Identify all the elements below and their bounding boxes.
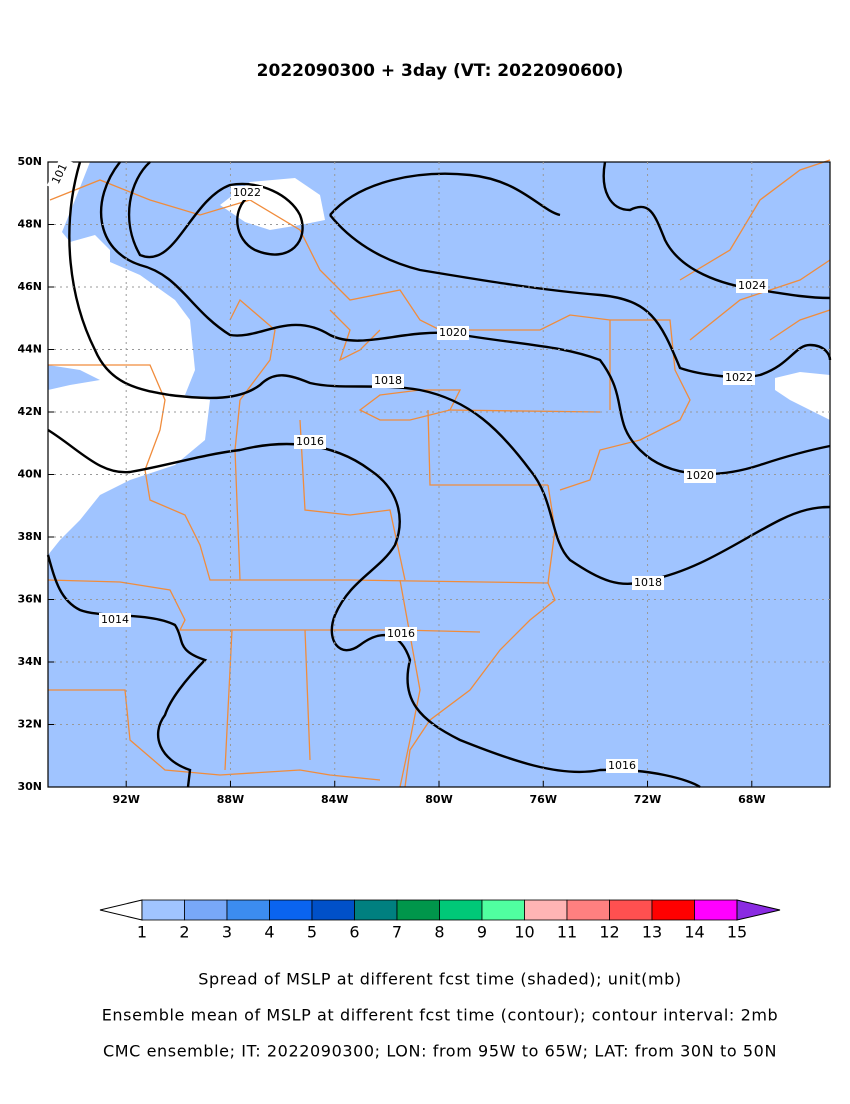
coast [404,582,556,788]
lat-label: 34N [17,655,42,668]
lat-label: 38N [17,530,42,543]
colorbar-box [481,899,525,921]
colorbar-label: 2 [179,923,189,942]
colorbar: 1 2 3 4 5 6 7 8 9 10 11 12 13 14 15 [99,899,781,942]
colorbar-box [396,899,440,921]
contour-label-bg [632,576,664,590]
title: 2022090300 + 3day (VT: 2022090600) [257,61,624,81]
contour-label: 1018 [634,576,662,589]
caption: Ensemble mean of MSLP at different fcst … [102,1006,779,1025]
lon-label: 84W [321,793,348,806]
coast [679,159,831,341]
lake [229,298,381,401]
colorbar-label: 9 [477,923,487,942]
contour-label-bg [385,627,417,641]
colorbar-box [566,899,610,921]
colorbar-label: 8 [434,923,444,942]
caption: CMC ensemble; IT: 2022090300; LON: from … [103,1042,777,1061]
contour-label: 1014 [101,613,129,626]
contour-label: 1016 [296,435,324,448]
contour-label-bg [684,469,716,483]
contour-line [329,172,561,217]
contour-label: 1022 [233,186,261,199]
colorbar-box [694,899,738,921]
colorbar-box [651,899,695,921]
spread-patch [48,365,100,390]
border-lakes [49,179,611,331]
colorbar-label: 7 [392,923,402,942]
contour-label-bg [231,186,263,200]
colorbar-over [736,899,781,921]
contour-label-bg [736,279,768,293]
lat-label: 30N [17,780,42,793]
contour-line [127,161,304,259]
colorbar-box [226,899,270,921]
lon-label: 92W [112,793,139,806]
lon-label: 80W [425,793,452,806]
colorbar-label: 13 [642,923,662,942]
contour-label-bg [99,613,131,627]
colorbar-under [99,899,143,921]
colorbar-label: 11 [557,923,577,942]
lat-label: 40N [17,468,42,481]
lat-label: 42N [17,405,42,418]
colorbar-label: 1 [137,923,147,942]
colorbar-box [439,899,483,921]
contour-label: 1020 [686,469,714,482]
low-spread-area [775,372,830,420]
state-border [48,364,549,584]
colorbar-label: 14 [684,923,704,942]
colorbar-label: 6 [349,923,359,942]
contour-label-bg [294,435,326,449]
colorbar-label: 4 [264,923,274,942]
contour-label-bg [606,759,638,773]
contour-line [329,214,832,379]
contour-label-bg [437,326,469,340]
colorbar-box [269,899,313,921]
colorbar-label: 5 [307,923,317,942]
contour-line [47,428,701,789]
contour-line [68,161,831,586]
colorbar-label: 12 [599,923,619,942]
coast [559,319,691,491]
lon-label: 68W [738,793,765,806]
lon-label: 88W [217,793,244,806]
colorbar-box [184,899,228,921]
colorbar-box [609,899,653,921]
contour-line [46,554,208,788]
lat-label: 50N [17,155,42,168]
lat-label: 32N [17,718,42,731]
contour-label: 1016 [608,759,636,772]
contour-label: 1024 [738,279,766,292]
colorbar-box [524,899,568,921]
colorbar-label: 3 [222,923,232,942]
colorbar-box [354,899,398,921]
colorbar-box [311,899,355,921]
lat-label: 46N [17,280,42,293]
contour-label: 1018 [374,374,402,387]
contour-label-bg [46,156,74,192]
lat-label: 36N [17,593,42,606]
contour-label: 1022 [725,371,753,384]
state-border [48,689,381,781]
colorbar-label: 15 [727,923,747,942]
contour-label-bg [723,371,755,385]
lon-label: 76W [530,793,557,806]
contour-line [602,161,831,300]
contour-label-bg [372,374,404,388]
colorbar-box [141,899,185,921]
lat-label: 44N [17,343,42,356]
contour-label: 1020 [439,326,467,339]
colorbar-label: 10 [514,923,534,942]
lake [358,389,462,421]
caption: Spread of MSLP at different fcst time (s… [198,970,682,989]
lat-label: 48N [17,218,42,231]
low-spread-area [48,162,210,555]
lon-label: 72W [634,793,661,806]
contour-label: 1016 [387,627,415,640]
